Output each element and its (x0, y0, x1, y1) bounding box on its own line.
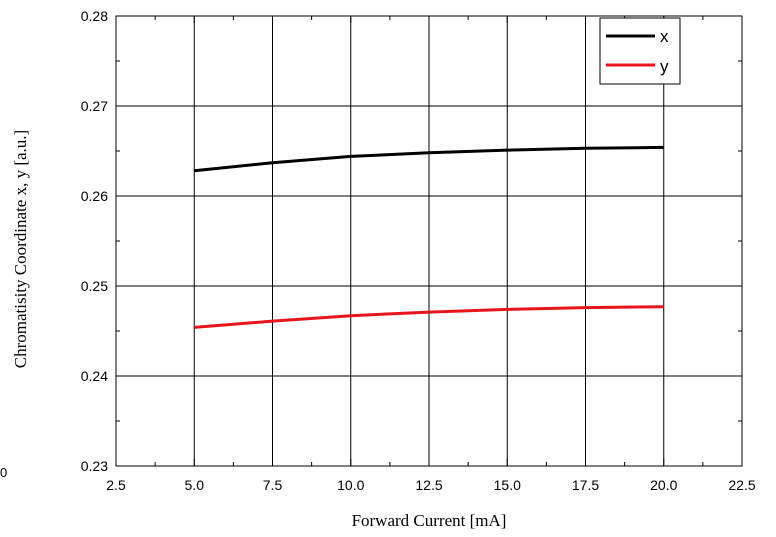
y-tick-label: 0.24 (81, 368, 108, 384)
x-tick-label: 22.5 (728, 477, 755, 493)
y-tick-label: 0.28 (81, 8, 108, 24)
y-tick-label: 0.23 (81, 458, 108, 474)
x-tick-label: 12.5 (415, 477, 442, 493)
legend-box (599, 17, 681, 85)
x-tick-label: 5.0 (185, 477, 205, 493)
x-tick-label: 2.5 (106, 477, 126, 493)
legend: x y (599, 17, 681, 85)
series-layer (194, 145, 664, 329)
y-tick-label: 0.25 (81, 278, 108, 294)
y-tick-label: 0.27 (81, 98, 108, 114)
stray-label: 0 (0, 465, 7, 480)
y-tick-labels: 0.23 0.24 0.25 0.26 0.27 0.28 (81, 8, 108, 474)
x-tick-label: 20.0 (650, 477, 677, 493)
series-line-y (194, 305, 664, 329)
y-tick-label: 0.26 (81, 188, 108, 204)
x-tick-labels: 2.5 5.0 7.5 10.0 12.5 15.0 17.5 20.0 22.5 (106, 477, 756, 493)
series-line-x (194, 145, 664, 173)
plot-frame (115, 15, 743, 467)
legend-label-y: y (660, 57, 669, 76)
legend-label-x: x (660, 27, 669, 46)
x-tick-label: 10.0 (337, 477, 364, 493)
x-tick-label: 15.0 (494, 477, 521, 493)
x-tick-label: 17.5 (572, 477, 599, 493)
x-axis-title: Forward Current [mA] (352, 511, 507, 530)
x-tick-label: 7.5 (263, 477, 283, 493)
grid-lines (115, 15, 743, 467)
y-axis-title: Chromatisity Coordinate x, y [a.u.] (11, 130, 30, 368)
